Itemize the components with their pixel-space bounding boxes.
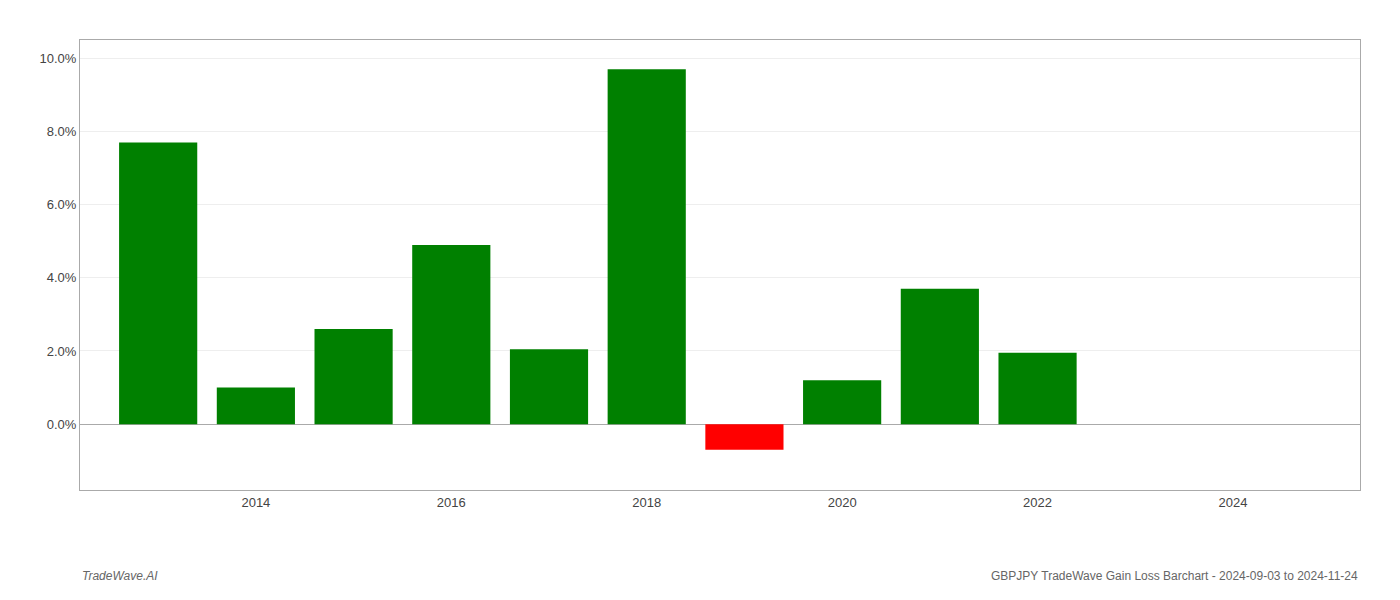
svg-text:2024: 2024 — [1219, 495, 1248, 510]
svg-text:GBPJPY TradeWave Gain Loss Bar: GBPJPY TradeWave Gain Loss Barchart - 20… — [991, 569, 1358, 583]
svg-text:TradeWave.AI: TradeWave.AI — [82, 569, 158, 583]
svg-text:10.0%: 10.0% — [40, 51, 77, 66]
svg-text:6.0%: 6.0% — [47, 197, 77, 212]
svg-text:2016: 2016 — [437, 495, 466, 510]
svg-text:0.0%: 0.0% — [47, 417, 77, 432]
svg-text:2018: 2018 — [632, 495, 661, 510]
svg-text:8.0%: 8.0% — [47, 124, 77, 139]
svg-text:2.0%: 2.0% — [47, 344, 77, 359]
svg-text:2022: 2022 — [1023, 495, 1052, 510]
svg-text:2020: 2020 — [828, 495, 857, 510]
svg-text:2014: 2014 — [241, 495, 270, 510]
svg-text:4.0%: 4.0% — [47, 270, 77, 285]
